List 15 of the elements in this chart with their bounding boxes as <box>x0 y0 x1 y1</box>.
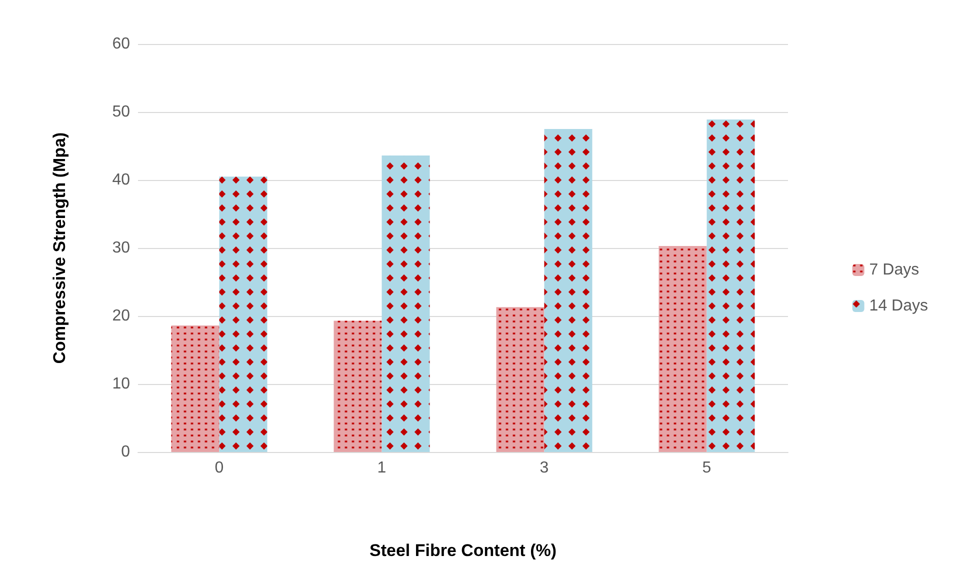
y-tick-label: 0 <box>121 444 130 460</box>
legend-label: 7 Days <box>869 262 920 278</box>
x-axis-title: Steel Fibre Content (%) <box>369 541 557 560</box>
x-tick-label: 3 <box>540 460 549 476</box>
y-tick-label: 20 <box>112 308 130 324</box>
y-tick-label: 10 <box>112 376 130 392</box>
y-tick-label: 50 <box>112 104 130 120</box>
legend-label: 14 Days <box>869 298 928 314</box>
x-tick-label: 5 <box>702 460 712 476</box>
y-tick-label: 40 <box>112 172 130 188</box>
y-tick-label: 30 <box>112 240 130 256</box>
y-axis-title: Compressive Strength (Mpa) <box>50 132 69 364</box>
y-tick-label: 60 <box>112 36 130 52</box>
x-tick-label: 0 <box>214 460 224 476</box>
x-tick-label: 1 <box>377 460 386 476</box>
